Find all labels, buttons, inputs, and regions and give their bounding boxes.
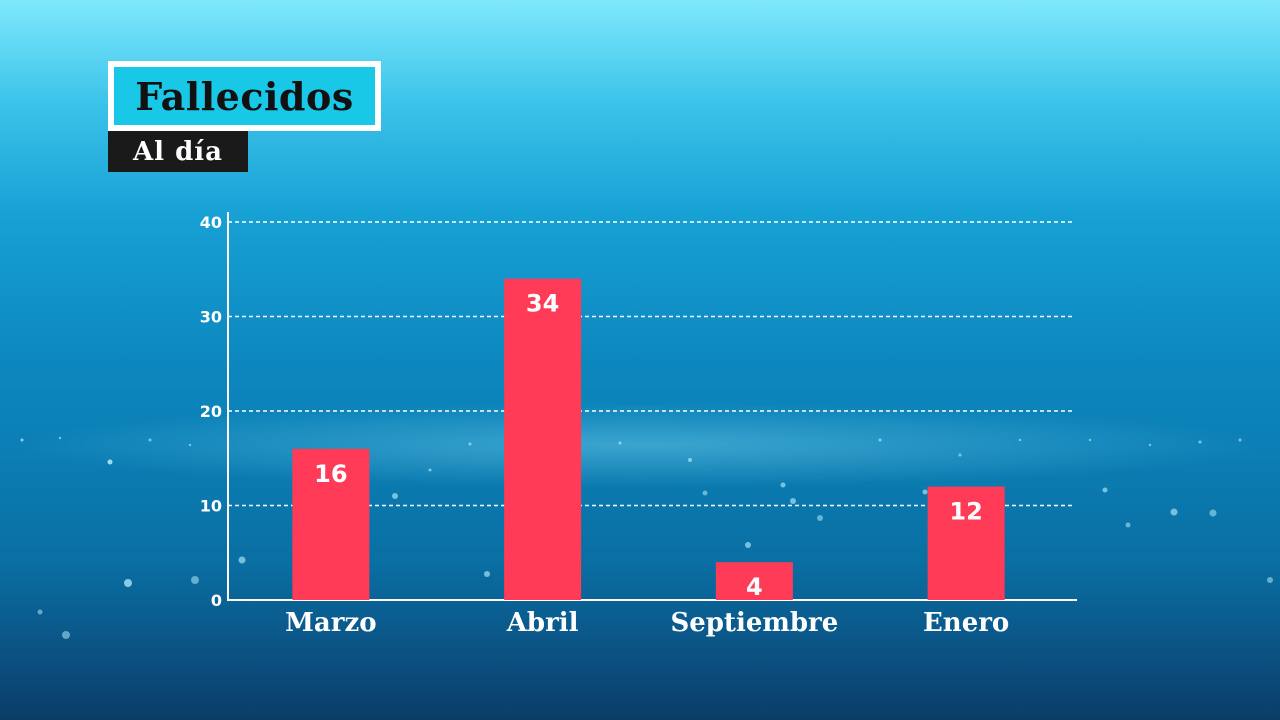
- title-box: Fallecidos: [108, 61, 381, 131]
- bar-septiembre: [715, 562, 793, 600]
- bar-enero: [927, 486, 1005, 600]
- y-tick-label: 20: [200, 402, 222, 421]
- y-tick-label: 0: [211, 591, 222, 610]
- data-label: 16: [314, 460, 347, 488]
- y-tick-label: 40: [200, 213, 222, 232]
- subtitle-box: Al día: [108, 131, 248, 172]
- data-label: 12: [949, 498, 982, 526]
- x-tick-label: Abril: [506, 608, 579, 638]
- x-tick-label: Marzo: [285, 608, 376, 638]
- chart-title: Fallecidos: [135, 73, 354, 119]
- y-tick-label: 10: [200, 497, 222, 516]
- bar-abril: [504, 278, 582, 600]
- bar-marzo: [292, 448, 370, 600]
- data-label: 4: [746, 573, 763, 601]
- data-label: 34: [526, 290, 559, 318]
- x-tick-label: Enero: [923, 608, 1009, 638]
- y-tick-label: 30: [200, 308, 222, 327]
- x-tick-label: Septiembre: [670, 608, 838, 638]
- chart-subtitle: Al día: [132, 136, 223, 167]
